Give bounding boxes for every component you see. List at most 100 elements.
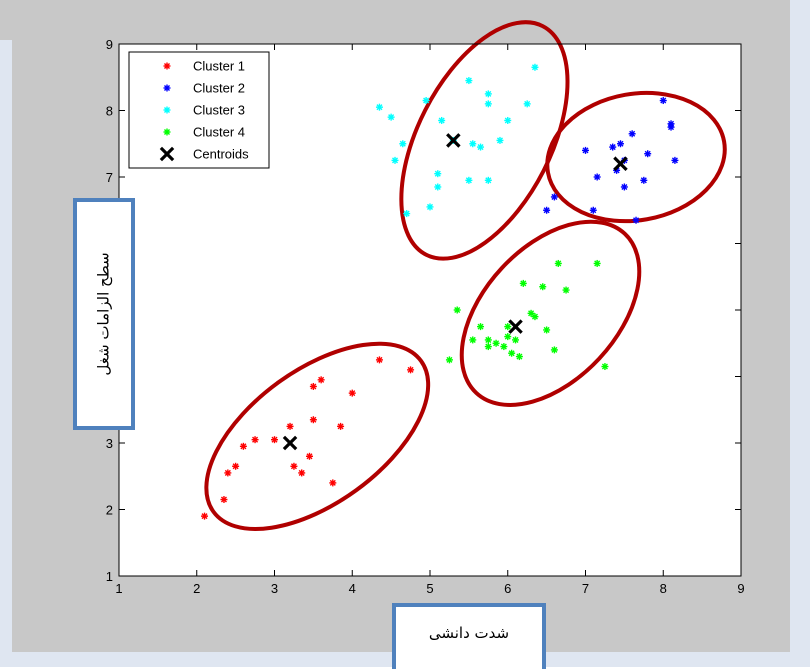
cluster-1-point-5 <box>239 442 247 450</box>
cluster-4-point-9 <box>504 333 512 341</box>
cluster-3-point-20 <box>504 116 512 124</box>
centroid-point-3 <box>446 133 461 148</box>
cluster-3-point-3 <box>391 156 399 164</box>
cluster-1-point-3 <box>224 469 232 477</box>
cluster-4-point-19 <box>550 346 558 354</box>
cluster-3-point-22 <box>531 63 539 71</box>
legend-marker-cluster-1 <box>163 62 171 70</box>
cluster-4-point-5 <box>484 336 492 344</box>
centroid-point-1 <box>282 435 298 451</box>
cluster-ellipses <box>204 20 727 531</box>
cluster-4-point-1 <box>445 356 453 364</box>
cluster-1-point-10 <box>298 469 306 477</box>
cluster-3-point-21 <box>523 100 531 108</box>
legend-marker-centroids <box>159 146 175 162</box>
cluster-4-point-20 <box>554 259 562 267</box>
cluster-1-point-13 <box>309 382 317 390</box>
cluster-4-point-6 <box>484 343 492 351</box>
cluster-1-point-14 <box>317 376 325 384</box>
x-tick-label: 1 <box>115 581 122 596</box>
cluster-2-point-17 <box>671 156 679 164</box>
cluster-3-point-7 <box>426 203 434 211</box>
cluster-4-point-16 <box>531 313 539 321</box>
legend-label-cluster-4: Cluster 4 <box>193 125 245 140</box>
legend-marker-cluster-3 <box>163 106 171 114</box>
cluster-2-point-11 <box>628 130 636 138</box>
cluster-1-point-7 <box>271 436 278 444</box>
y-tick-label: 3 <box>106 436 113 451</box>
cluster-2-point-15 <box>659 97 667 105</box>
cluster-2-point-13 <box>640 176 648 184</box>
cluster-1-point-16 <box>337 422 345 430</box>
cluster-4-point-13 <box>515 353 523 361</box>
x-tick-label: 9 <box>737 581 744 596</box>
legend-box <box>128 51 270 169</box>
cluster-4-point-4 <box>477 323 485 331</box>
cluster-1-point-6 <box>251 436 259 444</box>
cluster-3-point-2 <box>387 113 395 121</box>
centroid-point-2 <box>508 319 523 334</box>
x-tick-label: 2 <box>193 581 200 596</box>
cluster-2-point-3 <box>582 146 589 154</box>
cluster-3-point-1 <box>375 103 383 111</box>
legend-label-centroids: Centroids <box>193 147 249 162</box>
y-tick-label: 2 <box>106 503 113 518</box>
cluster-ellipse-4 <box>545 90 727 224</box>
centroid-point-4 <box>613 156 628 171</box>
left-strip <box>0 40 12 652</box>
cluster-1-point-4 <box>232 462 240 470</box>
cluster-ellipse-3 <box>399 20 570 261</box>
right-strip <box>790 0 810 667</box>
cluster-4-point-11 <box>508 349 516 357</box>
x-tick-label: 8 <box>660 581 667 596</box>
cluster-4-point-17 <box>539 283 547 291</box>
cluster-3-point-10 <box>438 116 446 124</box>
y-axis-label-box: سطح الزامات شغل <box>73 198 135 430</box>
cluster-1-point-17 <box>348 389 356 397</box>
cluster-3-point-13 <box>465 176 473 184</box>
legend-label-cluster-1: Cluster 1 <box>193 59 245 74</box>
x-tick-label: 3 <box>271 581 278 596</box>
cluster-4-point-18 <box>543 326 551 334</box>
cluster-ellipse-1 <box>204 341 431 531</box>
x-axis-label: شدت دانشی <box>428 624 510 642</box>
y-tick-label: 7 <box>106 170 113 185</box>
y-tick-label: 9 <box>106 37 113 52</box>
x-tick-label: 5 <box>426 581 433 596</box>
cluster-3-point-18 <box>484 176 492 184</box>
cluster-4-point-7 <box>492 339 500 347</box>
cluster-4-point-2 <box>453 306 461 314</box>
cluster-3-point-17 <box>484 100 492 108</box>
cluster-2-point-18 <box>667 123 675 131</box>
cluster-4-point-21 <box>562 286 570 294</box>
cluster-1-point-9 <box>290 462 298 470</box>
cluster-2-point-5 <box>593 173 601 181</box>
x-axis-label-box: شدت دانشی <box>392 603 546 669</box>
cluster-1-point-15 <box>329 479 337 487</box>
cluster-1-point-1 <box>201 512 209 520</box>
x-tick-label: 4 <box>349 581 356 596</box>
cluster-4-point-15 <box>527 309 535 317</box>
cluster-2-point-2 <box>550 193 558 201</box>
cluster-2-point-1 <box>543 206 551 214</box>
cluster-1-point-2 <box>220 496 228 504</box>
cluster-3-point-19 <box>496 136 504 144</box>
cluster-3-point-16 <box>484 90 492 98</box>
x-tick-label: 7 <box>582 581 589 596</box>
y-axis-label: سطح الزامات شغل <box>95 252 114 376</box>
cluster-1-point-18 <box>375 356 383 364</box>
cluster-2-point-4 <box>589 206 597 214</box>
legend: Cluster 1 Cluster 2 Cluster 3 Cluster 4 Cent… <box>128 51 270 169</box>
x-tick-label: 6 <box>504 581 511 596</box>
cluster-1-point-11 <box>305 452 313 460</box>
legend-label-cluster-3: Cluster 3 <box>193 103 245 118</box>
cluster-2-point-9 <box>620 183 628 191</box>
cluster-2-point-6 <box>609 143 617 151</box>
cluster-2-point-8 <box>616 140 624 148</box>
data-points <box>201 63 679 520</box>
cluster-4-point-12 <box>512 336 520 344</box>
cluster-4-point-8 <box>500 343 508 351</box>
cluster-3-point-5 <box>403 210 411 218</box>
cluster-3-point-4 <box>399 140 407 148</box>
